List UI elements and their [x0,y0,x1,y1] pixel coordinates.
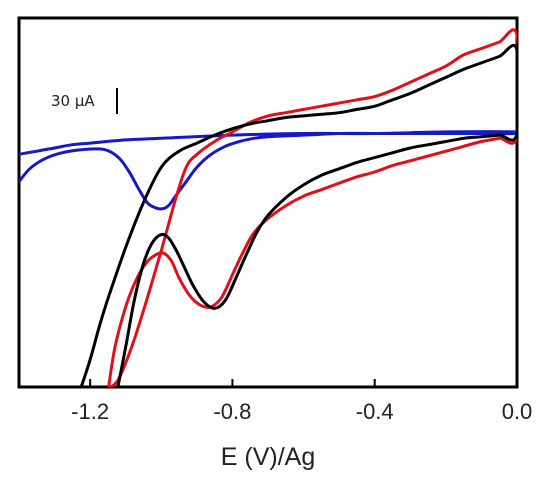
x-tick-label: -0.4 [356,399,394,424]
x-axis-title: E (V)/Ag [221,443,315,471]
scale-bar: 30 µA [51,88,118,114]
x-tick-label: -1.2 [71,399,109,424]
plot-area: 30 µA -1.2 -0.8 -0.4 0.0 [17,16,532,424]
black-curve [79,43,517,387]
curves [19,28,517,387]
x-tick-label: 0.0 [502,399,533,424]
blue-curve [19,130,517,211]
red-curve [107,28,517,387]
plot-frame [17,16,519,389]
x-axis-ticks: -1.2 -0.8 -0.4 0.0 [71,379,532,424]
scale-bar-label: 30 µA [51,92,95,110]
x-tick-label: -0.8 [213,399,251,424]
